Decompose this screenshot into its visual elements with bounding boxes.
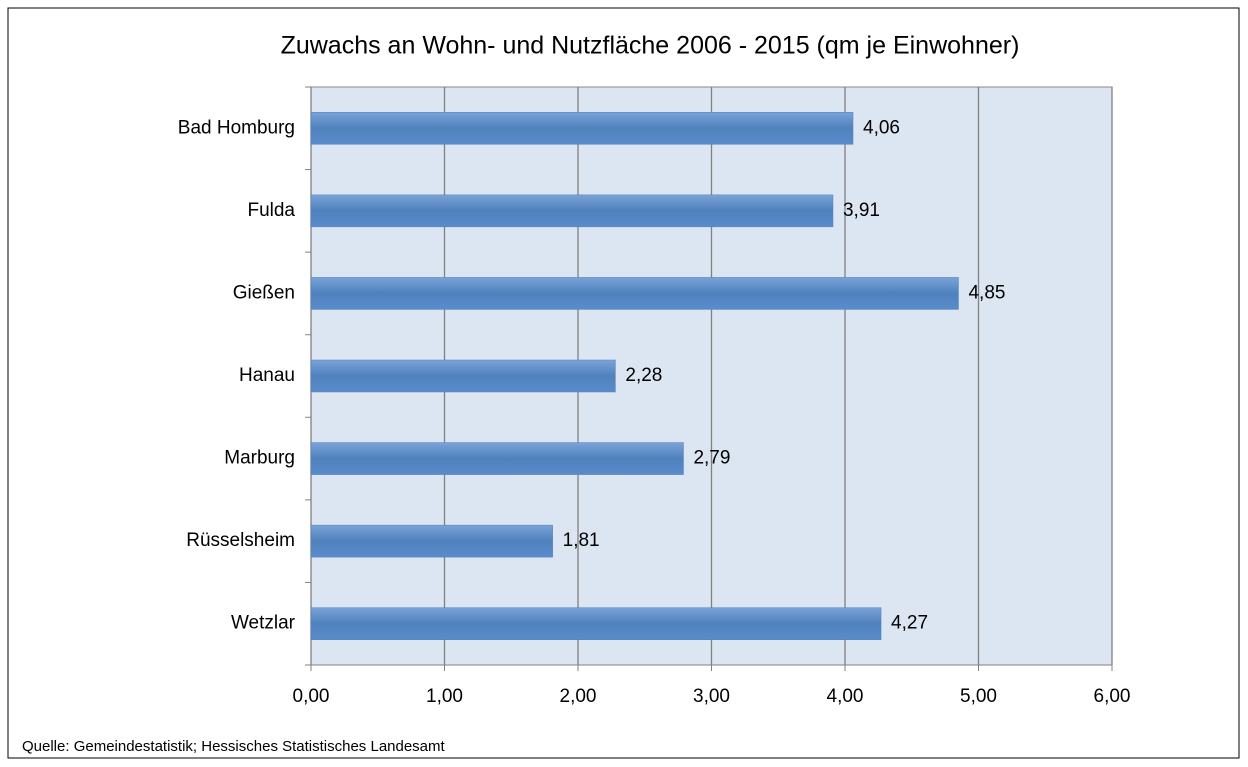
y-tick-label: Bad Homburg <box>178 117 295 138</box>
y-tick-label: Hanau <box>239 365 295 386</box>
x-tick-label: 4,00 <box>827 686 864 707</box>
x-tick-label: 0,00 <box>293 686 330 707</box>
data-label: 4,27 <box>891 613 928 634</box>
bar <box>310 607 882 640</box>
x-tick-label: 1,00 <box>426 686 463 707</box>
y-tick-label: Fulda <box>247 200 295 221</box>
x-tick-label: 2,00 <box>560 686 597 707</box>
data-label: 2,79 <box>693 448 730 469</box>
source-note: Quelle: Gemeindestatistik; Hessisches St… <box>22 738 446 755</box>
x-tick-label: 6,00 <box>1094 686 1131 707</box>
data-label: 2,28 <box>625 365 662 386</box>
bar <box>310 194 834 228</box>
bar <box>310 442 684 475</box>
bar <box>310 112 854 145</box>
data-label: 4,06 <box>863 117 900 138</box>
data-label: 3,91 <box>843 200 880 221</box>
chart-title: Zuwachs an Wohn- und Nutzfläche 2006 - 2… <box>281 32 1020 60</box>
bar <box>310 524 553 558</box>
x-tick-label: 3,00 <box>693 686 730 707</box>
bar <box>310 359 616 393</box>
data-label: 1,81 <box>563 530 600 551</box>
y-tick-label: Wetzlar <box>231 613 296 634</box>
x-tick-label: 5,00 <box>960 686 997 707</box>
bar <box>310 277 959 310</box>
data-label: 4,85 <box>968 282 1005 303</box>
y-tick-label: Rüsselsheim <box>186 530 295 551</box>
y-tick-label: Marburg <box>224 448 295 469</box>
y-tick-label: Gießen <box>233 282 295 303</box>
